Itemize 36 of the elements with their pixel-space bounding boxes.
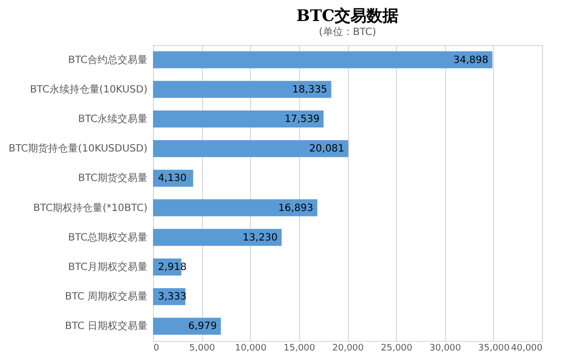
data-label: 4,130: [158, 173, 187, 184]
bar: [153, 110, 324, 128]
y-tick-label: BTC期货交易量: [78, 172, 148, 184]
data-label: 16,893: [278, 202, 314, 214]
y-tick-label: BTC总期权交易量: [68, 231, 148, 244]
y-tick-label: BTC期权持仓量(*10BTC): [33, 202, 148, 214]
y-tick-label: BTC月期权交易量: [68, 261, 148, 273]
x-tick-label: 20,000: [332, 344, 364, 354]
bar: [153, 318, 221, 335]
data-label: 13,230: [242, 232, 278, 244]
x-tick-label: 30,000: [430, 344, 462, 354]
data-label: 18,335: [292, 84, 328, 96]
bar: [153, 80, 332, 98]
y-tick-label: BTC 周期权交易量: [64, 290, 148, 303]
chart-title: BTC交易数据: [296, 6, 399, 25]
x-tick-label: 5,000: [189, 344, 216, 354]
x-tick-label: 10,000: [235, 344, 267, 354]
chart-subtitle: (单位：BTC): [318, 26, 376, 38]
data-label: 17,539: [284, 114, 320, 125]
x-tick-label: 40,000: [511, 344, 543, 354]
bar: [153, 199, 318, 216]
bar: [153, 140, 348, 158]
y-tick-label: BTC 日期权交易量: [64, 320, 148, 332]
bar: [153, 51, 492, 68]
y-tick-label: BTC永续交易量: [78, 113, 148, 125]
x-tick-label: 35,000: [478, 344, 510, 354]
bar: [153, 228, 282, 246]
x-tick-label: 0: [154, 344, 160, 354]
data-label: 34,898: [453, 54, 488, 66]
data-label: 20,081: [309, 144, 344, 155]
y-tick-label: BTC期货持仓量(10KUSDUSD): [8, 142, 148, 155]
x-tick-label: 25,000: [380, 344, 413, 354]
y-tick-label: BTC永续持仓量(10KUSD): [30, 83, 148, 96]
data-label: 6,979: [188, 321, 217, 332]
x-tick-label: 15,000: [284, 344, 316, 354]
y-tick-label: BTC合约总交易量: [68, 54, 148, 66]
